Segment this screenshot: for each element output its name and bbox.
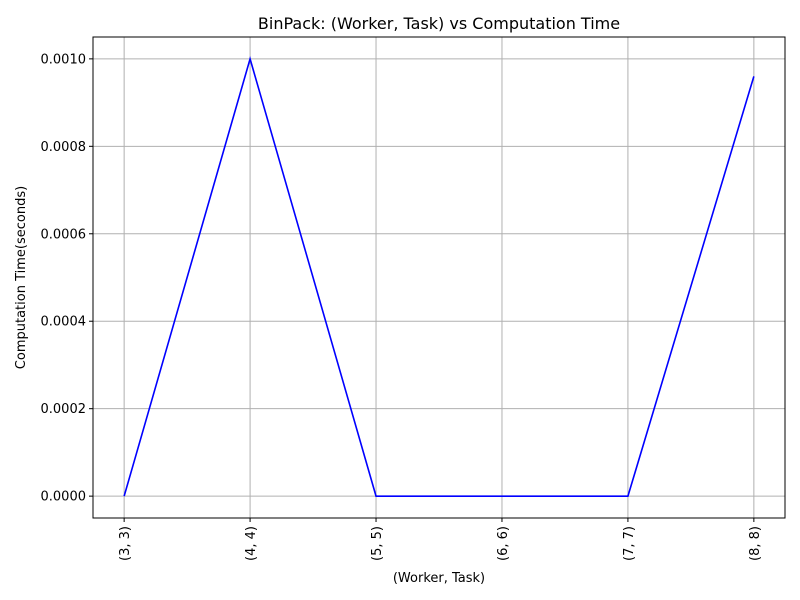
y-tick-label: 0.0010	[41, 52, 87, 67]
y-tick-label: 0.0006	[41, 227, 87, 242]
y-tick-label: 0.0008	[41, 140, 87, 155]
y-tick-label: 0.0004	[41, 315, 87, 330]
series-layer	[123, 55, 755, 497]
x-tick-label: (8, 8)	[748, 526, 763, 561]
x-tick-label: (6, 6)	[496, 526, 511, 561]
axes: (3, 3) (4, 4) (5, 5) (6, 6) (7, 7) (8, 8) 0.00…	[41, 52, 763, 561]
x-tick-label: (4, 4)	[244, 526, 259, 561]
x-tick-label: (7, 7)	[622, 526, 637, 561]
series-line	[123, 55, 755, 497]
grid	[93, 37, 785, 518]
x-axis-label: (Worker, Task)	[393, 571, 485, 586]
x-tick-label: (3, 3)	[118, 526, 133, 561]
plot-frame	[92, 36, 786, 519]
y-axis-label: Computation Time(seconds)	[14, 186, 29, 369]
plot-area	[93, 37, 785, 518]
chart-title: BinPack: (Worker, Task) vs Computation T…	[258, 14, 620, 33]
y-tick-label: 0.0000	[41, 490, 87, 505]
x-tick-label: (5, 5)	[370, 526, 385, 561]
y-tick-label: 0.0002	[41, 402, 87, 417]
